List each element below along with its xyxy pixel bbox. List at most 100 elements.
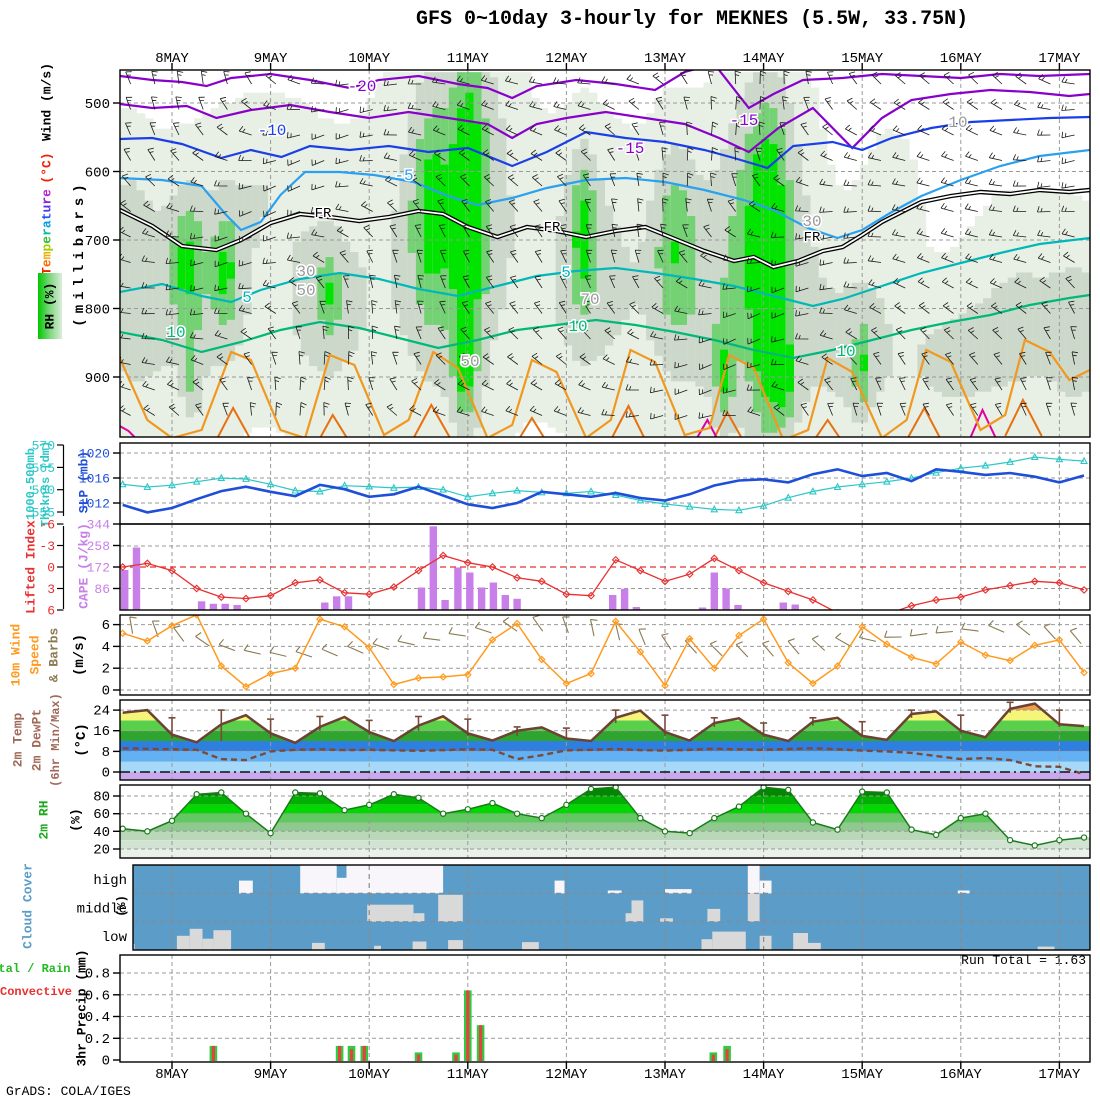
date-label-bottom: 8MAY [155, 1067, 189, 1083]
contour-label: 10 [166, 324, 185, 342]
thickness-marker [784, 493, 793, 501]
cloud-block [239, 880, 253, 894]
li-marker [315, 575, 324, 584]
li-marker [340, 588, 349, 597]
rh2m-marker [785, 786, 792, 794]
contour-label: -15 [730, 112, 759, 130]
contour-label: FR [804, 230, 821, 246]
thickness-marker [636, 496, 645, 504]
cloud-block [413, 913, 425, 922]
cloud-block [1037, 946, 1055, 950]
rh2m-marker [439, 810, 447, 817]
cloud-block [522, 942, 539, 950]
thickness-marker [661, 499, 669, 507]
rh2m-marker [390, 791, 398, 798]
thickness-tick: 555 [32, 506, 55, 521]
contour-label: -10 [258, 122, 287, 140]
rh2m-marker [932, 831, 940, 839]
cloud-block [448, 940, 463, 950]
li-marker [587, 591, 596, 600]
contour-label: -5 [394, 167, 413, 185]
li-marker [463, 558, 472, 567]
wind10-marker [735, 631, 743, 640]
date-label-bottom: 16MAY [940, 1067, 983, 1083]
temp2m-tick: 24 [93, 704, 110, 720]
cloud-block [336, 877, 347, 894]
grads-credit: GrADS: COLA/IGES [6, 1084, 131, 1099]
wind10-marker [932, 659, 940, 668]
wind10-marker [1055, 636, 1064, 644]
li-marker [1080, 585, 1089, 594]
li-marker [241, 594, 250, 603]
thickness-marker [932, 468, 941, 476]
wind10-marker [833, 662, 842, 670]
thickness-marker [611, 490, 620, 499]
cloud-block [793, 933, 808, 950]
li-marker [168, 566, 176, 575]
rh2m-marker [341, 806, 348, 814]
thickness-tick: 570 [32, 439, 55, 454]
cloud-block [412, 941, 427, 950]
contour-label: 70 [580, 291, 599, 309]
wind10-marker [488, 636, 497, 644]
wind10-marker [217, 662, 226, 670]
rh2m-marker [1080, 834, 1088, 841]
date-label-top: 13MAY [644, 51, 687, 67]
cloud-block [374, 945, 381, 950]
precip-convective-label: Convective [0, 985, 73, 999]
date-label-top: 17MAY [1038, 51, 1081, 67]
li-marker [537, 577, 546, 586]
rh2m-marker [538, 814, 545, 822]
contour-label: 10 [948, 114, 967, 132]
wind10-marker [120, 629, 127, 638]
rh2m-marker [1006, 836, 1014, 844]
date-label-bottom: 10MAY [348, 1067, 391, 1083]
panel-frame [119, 69, 1091, 438]
pressure-tick: 700 [85, 234, 110, 250]
precip-bar-convective [416, 1054, 421, 1061]
rh2m-marker [760, 785, 767, 791]
contour-label: 10 [836, 343, 855, 361]
li-marker [784, 587, 793, 596]
wind10-marker [685, 634, 694, 643]
precip-bar-convective [725, 1049, 729, 1061]
li-marker [981, 585, 990, 594]
contour-label: 50 [296, 282, 315, 300]
date-label-top: 14MAY [743, 51, 786, 67]
wind10-marker [143, 637, 152, 645]
wind10-marker [981, 651, 990, 659]
rh2m-marker [661, 828, 669, 835]
cloud-block [312, 942, 325, 950]
thickness-marker [685, 502, 694, 510]
panel-cloud-cover: high middle low [77, 864, 1091, 951]
wind10-marker [390, 680, 398, 689]
rh2m-marker [242, 810, 250, 817]
panel-frame [132, 864, 1091, 951]
li-marker [661, 577, 669, 586]
li-marker [808, 596, 817, 604]
cloud-row-label: middle [77, 902, 127, 918]
rh2m-marker [144, 828, 151, 835]
precip-tick: 0 [102, 1054, 110, 1070]
precip-tick: 0.4 [85, 1010, 110, 1026]
thickness-marker [143, 482, 152, 490]
rh2m-marker [292, 789, 299, 796]
wind10-marker [463, 670, 472, 679]
thickness-marker [266, 479, 275, 488]
li-marker [956, 593, 965, 602]
li-tick: 6 [47, 604, 55, 619]
cloud-block [133, 943, 135, 950]
date-label-bottom: 15MAY [841, 1067, 884, 1083]
contour-label: FR [315, 206, 332, 222]
thickness-marker [463, 492, 472, 500]
thickness-marker [1006, 457, 1015, 465]
temp2m-tick: 0 [102, 766, 110, 782]
li-marker [636, 566, 645, 575]
cloud-bg [133, 865, 1090, 950]
cloud-block [438, 894, 463, 922]
rh2m-marker [415, 794, 422, 801]
precip-tick: 0.8 [85, 967, 110, 983]
date-label-bottom: 17MAY [1038, 1067, 1081, 1083]
precip-bar-convective [711, 1054, 715, 1061]
date-label-top: 8MAY [155, 51, 189, 67]
